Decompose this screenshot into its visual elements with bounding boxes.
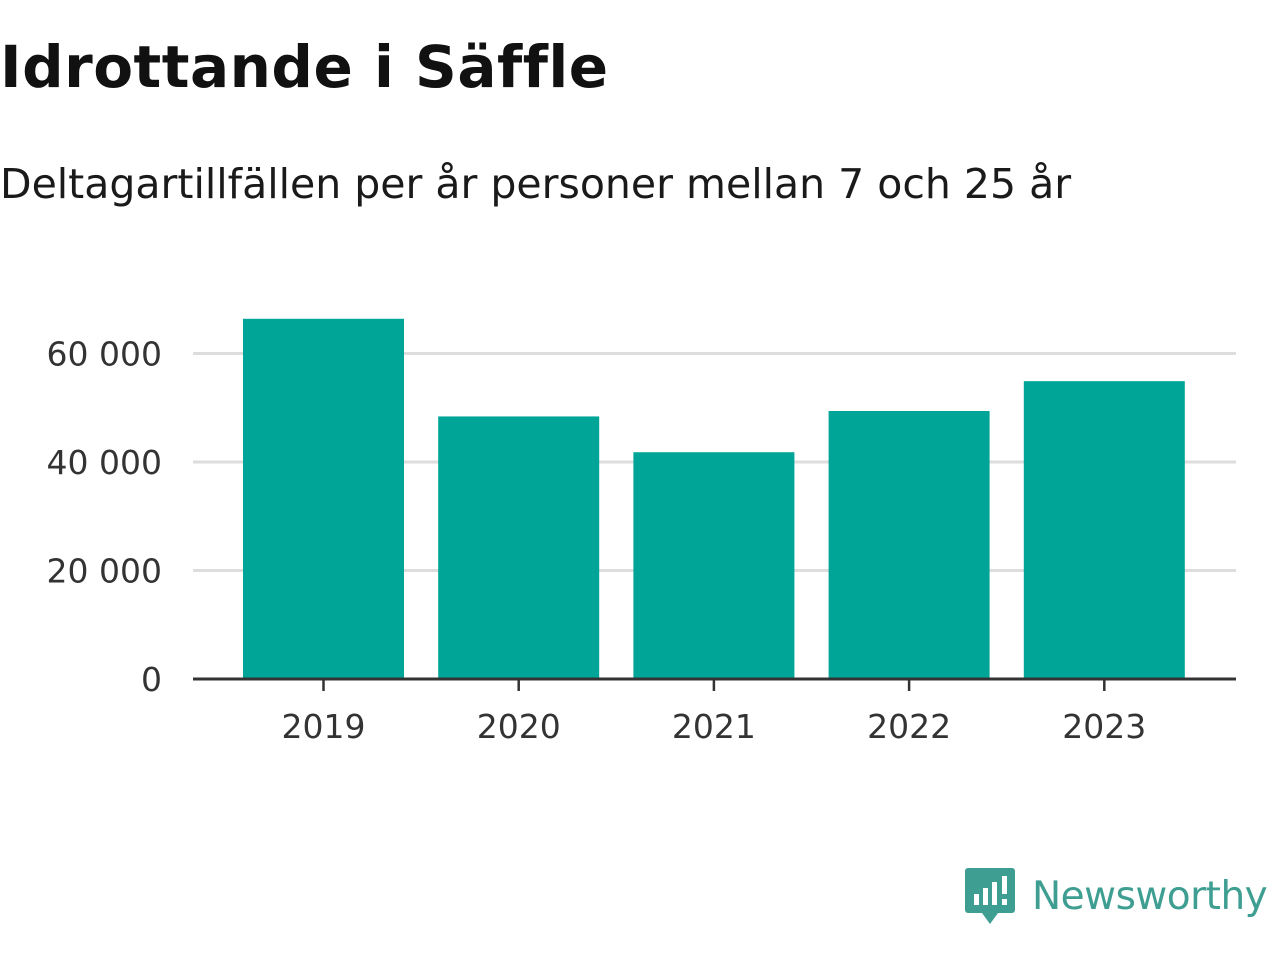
x-tick-label: 2019 <box>282 707 366 746</box>
y-tick-label: 0 <box>141 660 162 699</box>
y-tick-label: 20 000 <box>47 552 162 591</box>
x-tick-label: 2023 <box>1062 707 1146 746</box>
brand: Newsworthy <box>964 864 1268 928</box>
x-tick-label: 2020 <box>477 707 561 746</box>
x-tick-label: 2022 <box>867 707 951 746</box>
bar-2020 <box>438 416 600 679</box>
x-axis-tick-labels: 2019 2020 2021 2022 2023 <box>282 707 1147 746</box>
newsworthy-logo-icon <box>965 868 1015 924</box>
chart-title: Idrottande i Säffle <box>0 33 609 101</box>
y-tick-label: 40 000 <box>47 443 162 482</box>
chart-subtitle: Deltagartillfällen per år personer mella… <box>0 160 1072 208</box>
y-tick-label: 60 000 <box>47 335 162 374</box>
brand-name: Newsworthy <box>1032 873 1268 919</box>
bar-2023 <box>1023 381 1185 679</box>
bar-2022 <box>828 411 990 679</box>
bar-2021 <box>633 452 795 679</box>
x-axis <box>193 677 1236 691</box>
x-tick-label: 2021 <box>672 707 756 746</box>
bars <box>243 318 1185 679</box>
bar-2019 <box>243 318 404 679</box>
y-axis-tick-labels: 0 20 000 40 000 60 000 <box>47 335 162 700</box>
